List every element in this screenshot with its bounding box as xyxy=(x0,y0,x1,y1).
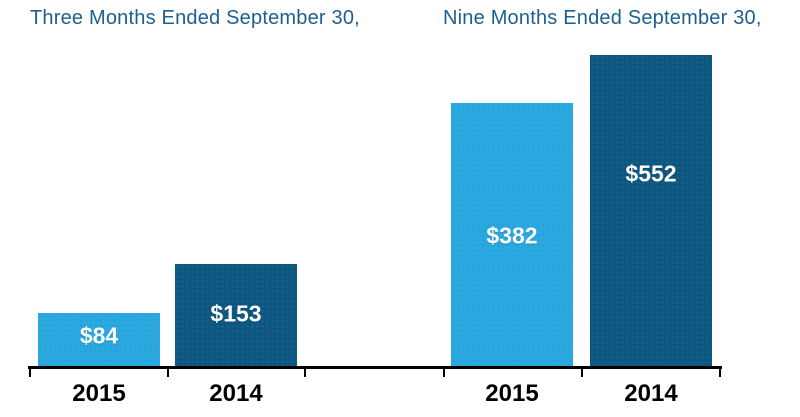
bar-nine-2015: $382 xyxy=(451,103,573,368)
chart-title-nine-months: Nine Months Ended September 30, xyxy=(443,7,762,29)
bar-nine-2014: $552 xyxy=(590,55,712,368)
x-axis-line xyxy=(28,366,722,369)
bar-value-label: $382 xyxy=(486,222,538,248)
axis-tick xyxy=(29,369,31,377)
axis-tick xyxy=(581,369,583,377)
x-axis-label-2014: 2014 xyxy=(624,380,678,407)
x-axis-label-2014: 2014 xyxy=(209,380,263,407)
axis-tick xyxy=(719,369,721,377)
bar-three-2015: $84 xyxy=(38,313,160,368)
bar-value-label: $552 xyxy=(625,160,677,187)
chart-title-three-months: Three Months Ended September 30, xyxy=(30,7,360,29)
bar-value-label: $153 xyxy=(210,300,262,327)
axis-tick xyxy=(304,369,306,377)
bar-three-2014: $153 xyxy=(175,264,297,368)
x-axis-label-2015: 2015 xyxy=(485,380,539,407)
bar-value-label: $84 xyxy=(79,322,119,349)
axis-tick xyxy=(167,369,169,377)
axis-tick xyxy=(443,369,445,377)
x-axis-label-2015: 2015 xyxy=(72,380,126,407)
